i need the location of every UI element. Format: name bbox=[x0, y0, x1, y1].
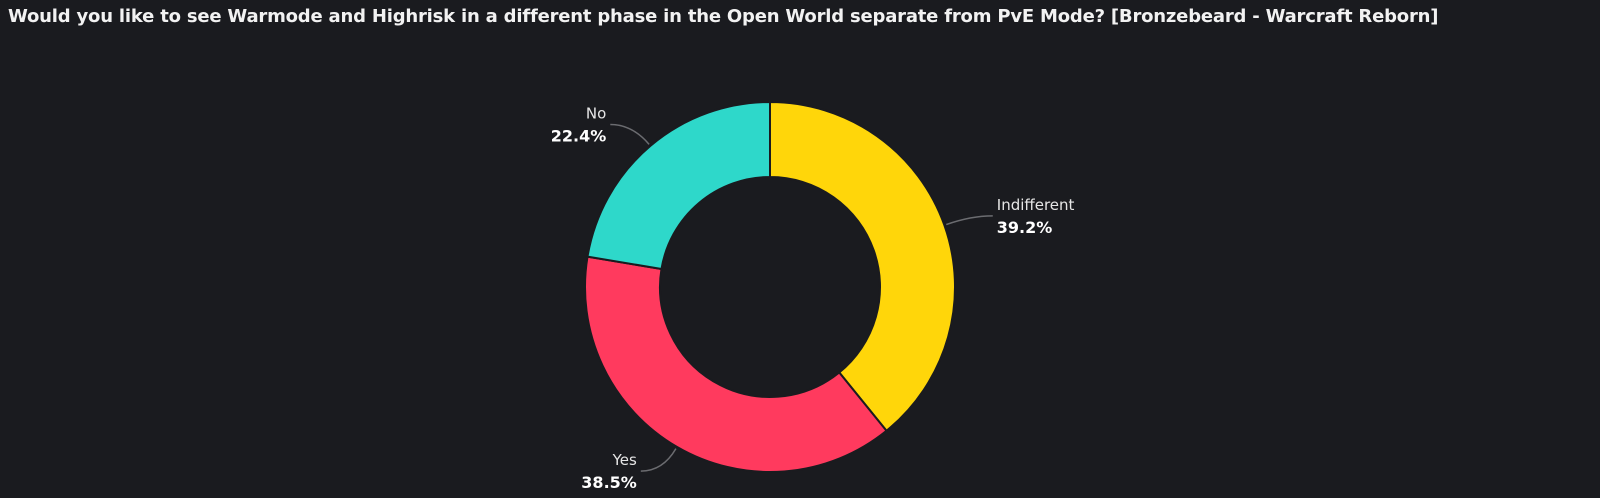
slice-no bbox=[586, 100, 771, 271]
slice-label-yes: Yes bbox=[612, 451, 637, 469]
slice-value-yes: 38.5% bbox=[581, 473, 637, 492]
leader-line-indifferent bbox=[946, 215, 993, 226]
slice-label-no: No bbox=[586, 105, 606, 123]
slice-indifferent bbox=[769, 100, 956, 433]
slice-yes bbox=[584, 255, 888, 473]
chart-title: Would you like to see Warmode and Highri… bbox=[8, 6, 1439, 27]
slice-value-no: 22.4% bbox=[551, 127, 607, 146]
leader-line-yes bbox=[640, 448, 677, 472]
leader-line-no bbox=[610, 123, 650, 145]
slice-value-indifferent: 39.2% bbox=[997, 218, 1053, 237]
slice-label-indifferent: Indifferent bbox=[997, 196, 1075, 214]
